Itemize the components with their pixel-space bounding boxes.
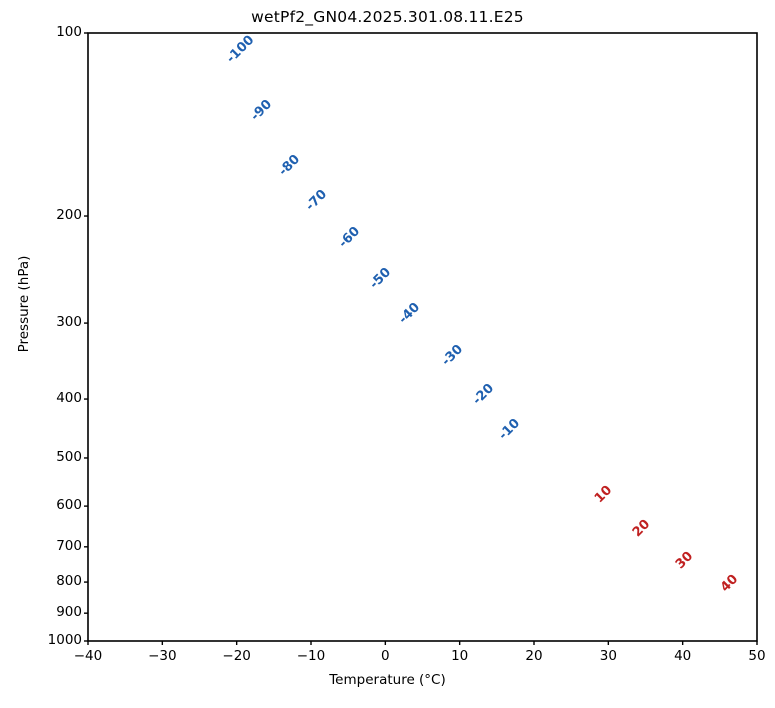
x-tick-label: 10	[451, 648, 469, 664]
x-tick-labels: −40 −30 −20 −10 0 10 20 30 40 50	[0, 648, 775, 674]
x-tick-label: 20	[525, 648, 543, 664]
isotherm-line	[756, 640, 757, 641]
y-tick-labels: 100 200 300 400 500 600 700 800 900 1000	[20, 0, 82, 708]
y-tick-label: 800	[56, 573, 82, 590]
chart-title: wetPf2_GN04.2025.301.08.11.E25	[251, 8, 524, 26]
x-tick-label: 50	[748, 648, 766, 664]
y-tick-label: 900	[56, 604, 82, 621]
dry-adiabat-line	[0, 33, 14, 641]
x-tick-label: −20	[222, 648, 251, 664]
x-tick-label: −10	[296, 648, 326, 664]
x-tick-label: −40	[73, 648, 103, 664]
y-tick-label: 1000	[47, 632, 82, 648]
y-tick-label: 100	[56, 24, 82, 40]
x-axis-label: Temperature (°C)	[329, 672, 446, 688]
y-tick-label: 200	[56, 207, 82, 224]
y-tick-label: 400	[56, 390, 82, 407]
x-tick-label: 40	[674, 648, 692, 664]
x-tick-label: 0	[381, 648, 390, 664]
plot-frame	[87, 32, 758, 642]
plot-background	[88, 33, 757, 641]
y-tick-label: 300	[56, 314, 82, 331]
y-tick-label: 600	[56, 497, 82, 514]
x-tick-label: 30	[599, 648, 617, 664]
x-tick-label: −30	[148, 648, 177, 664]
moist-adiabat-line	[756, 638, 757, 641]
y-tick-label: 500	[56, 448, 82, 465]
y-tick-label: 700	[56, 537, 82, 554]
